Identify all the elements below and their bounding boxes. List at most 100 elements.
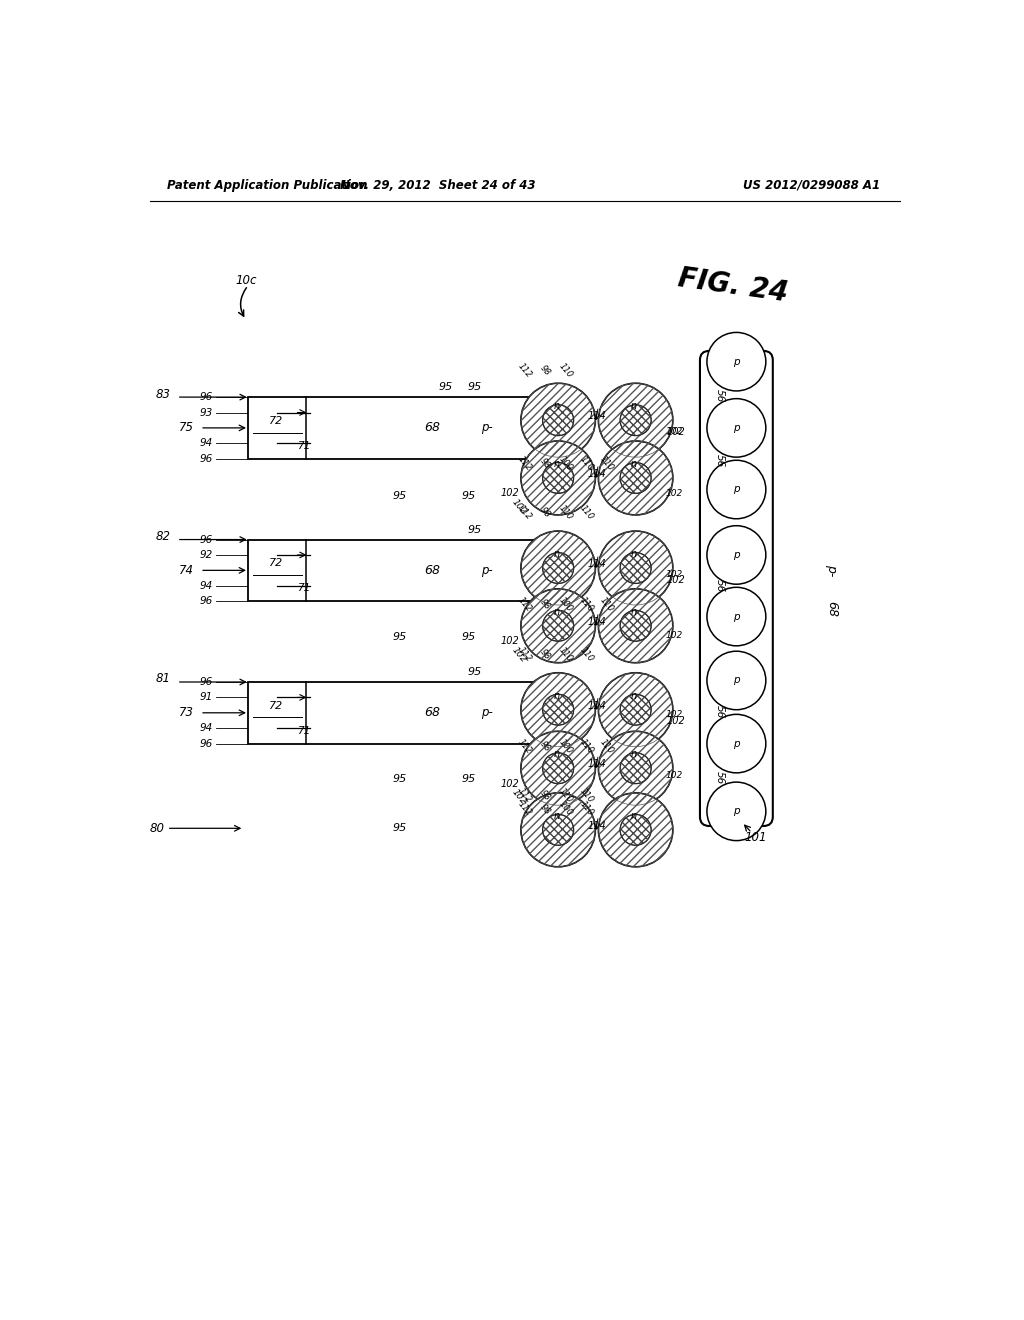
Circle shape (543, 553, 573, 583)
Text: p: p (733, 676, 739, 685)
Circle shape (707, 525, 766, 585)
Text: 114: 114 (588, 701, 606, 711)
Text: 95: 95 (462, 774, 476, 784)
Text: n: n (554, 401, 560, 412)
Text: 71: 71 (297, 441, 310, 450)
Text: 110: 110 (578, 738, 595, 756)
Circle shape (598, 531, 673, 605)
Text: 114: 114 (588, 759, 606, 770)
Text: 98: 98 (539, 506, 552, 520)
Text: 98: 98 (539, 457, 552, 470)
Circle shape (521, 731, 595, 805)
Text: 101: 101 (744, 832, 767, 843)
Text: n: n (631, 401, 637, 412)
Text: 114: 114 (588, 560, 606, 569)
Polygon shape (248, 397, 582, 459)
Text: 81: 81 (156, 672, 171, 685)
Text: 110: 110 (557, 503, 574, 521)
Text: 114: 114 (588, 412, 606, 421)
Text: 72: 72 (268, 558, 283, 569)
Circle shape (707, 651, 766, 710)
Text: 114: 114 (588, 821, 606, 832)
Text: 68: 68 (424, 564, 440, 577)
Text: FIG. 24: FIG. 24 (676, 264, 790, 308)
Text: 100: 100 (557, 454, 574, 473)
Text: 98: 98 (539, 647, 552, 661)
Circle shape (621, 610, 651, 642)
Text: n: n (554, 810, 560, 821)
Text: 102: 102 (666, 771, 683, 780)
Text: 96: 96 (200, 535, 212, 545)
Text: 96: 96 (200, 739, 212, 748)
Text: n: n (631, 690, 637, 701)
Circle shape (621, 405, 651, 436)
Text: 93: 93 (200, 408, 212, 417)
Circle shape (521, 383, 595, 457)
Circle shape (521, 441, 595, 515)
Text: 112: 112 (516, 362, 534, 379)
Circle shape (621, 553, 651, 583)
Text: 102: 102 (666, 488, 683, 498)
Text: 102: 102 (510, 788, 528, 807)
Text: 96: 96 (200, 392, 212, 403)
Text: 56: 56 (715, 454, 724, 467)
Text: US 2012/0299088 A1: US 2012/0299088 A1 (742, 178, 880, 191)
Text: p-: p- (480, 421, 493, 434)
Circle shape (598, 383, 673, 457)
Circle shape (621, 814, 651, 845)
Text: 95: 95 (392, 491, 407, 500)
Text: p: p (733, 484, 739, 495)
Circle shape (521, 531, 595, 605)
Circle shape (521, 589, 595, 663)
Circle shape (543, 694, 573, 725)
Text: 112: 112 (516, 454, 534, 473)
Circle shape (707, 333, 766, 391)
Text: 83: 83 (156, 388, 171, 400)
Text: 98: 98 (539, 803, 552, 816)
Text: 102: 102 (667, 574, 685, 585)
Circle shape (598, 731, 673, 805)
Text: 68: 68 (424, 421, 440, 434)
Text: n: n (554, 459, 560, 469)
Text: 96: 96 (200, 454, 212, 463)
Circle shape (543, 405, 573, 436)
Text: 102: 102 (510, 498, 528, 516)
Circle shape (598, 589, 673, 663)
Text: n: n (554, 549, 560, 560)
Text: 72: 72 (268, 416, 283, 426)
Text: n: n (554, 750, 560, 759)
Text: 102: 102 (666, 570, 683, 578)
Text: 110: 110 (578, 645, 595, 664)
Text: 71: 71 (297, 726, 310, 735)
Text: 10c: 10c (234, 273, 256, 286)
Text: p: p (733, 356, 739, 367)
Text: n: n (554, 607, 560, 616)
Text: p-: p- (480, 564, 493, 577)
Text: 110: 110 (578, 787, 595, 805)
Text: 102: 102 (667, 426, 685, 437)
Text: 110: 110 (557, 362, 574, 379)
Circle shape (598, 793, 673, 867)
Text: 74: 74 (179, 564, 194, 577)
Circle shape (707, 714, 766, 774)
Text: 110: 110 (578, 503, 595, 521)
Circle shape (707, 781, 766, 841)
Text: 94: 94 (200, 581, 212, 591)
Text: n: n (631, 459, 637, 469)
Text: 98: 98 (539, 789, 552, 803)
Text: p-: p- (825, 564, 839, 577)
Text: 100: 100 (557, 800, 574, 818)
Text: n: n (631, 549, 637, 560)
Text: p-: p- (480, 706, 493, 719)
Text: p: p (733, 807, 739, 816)
Circle shape (621, 462, 651, 494)
Circle shape (543, 462, 573, 494)
Text: Patent Application Publication: Patent Application Publication (167, 178, 368, 191)
Text: 114: 114 (588, 616, 606, 627)
Text: 114: 114 (588, 469, 606, 479)
Text: 98: 98 (539, 739, 552, 754)
Text: 72: 72 (268, 701, 283, 711)
Text: 98: 98 (539, 598, 552, 612)
Text: 110: 110 (578, 454, 595, 473)
Text: n: n (631, 750, 637, 759)
